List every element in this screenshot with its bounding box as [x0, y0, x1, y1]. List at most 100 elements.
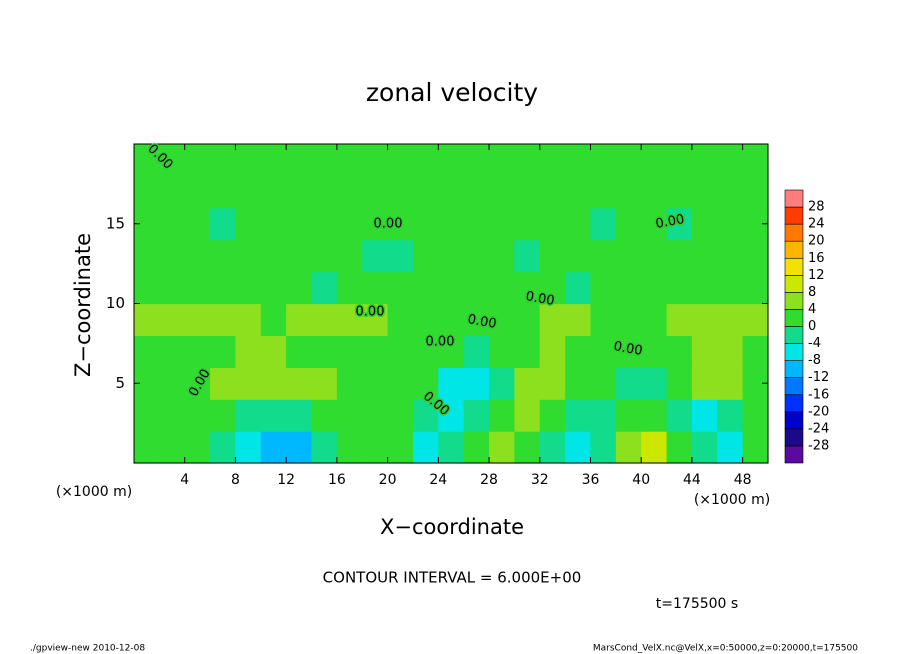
field-cell — [235, 175, 262, 209]
colorbar-label: -24 — [808, 421, 829, 436]
contour-label: 0.00 — [466, 312, 497, 332]
colorbar-label: 20 — [808, 234, 825, 249]
field-cell — [412, 144, 439, 177]
field-cell — [362, 207, 389, 241]
field-cell — [565, 239, 592, 273]
colorbar-bin — [784, 326, 804, 344]
field-cell — [362, 175, 389, 209]
x-tick-label: 28 — [480, 472, 498, 488]
field-cell — [691, 335, 718, 368]
field-cell — [159, 144, 186, 177]
field-cell — [387, 144, 414, 177]
field-cell — [412, 239, 439, 273]
field-cell — [717, 207, 744, 241]
field-cell — [489, 175, 515, 209]
field-cell — [159, 271, 186, 305]
x-tick-label: 8 — [231, 472, 240, 488]
field-cell — [260, 239, 287, 273]
field-cell — [641, 335, 668, 368]
field-cell — [438, 175, 465, 209]
field-cell — [590, 399, 617, 432]
field-cell — [691, 144, 718, 177]
field-cell — [235, 144, 262, 177]
field-cell — [286, 431, 313, 464]
colorbar-bin — [784, 240, 804, 259]
field-cell — [590, 207, 617, 241]
x-tick-label: 12 — [277, 472, 295, 488]
field-cell — [311, 399, 338, 432]
field-cell — [438, 399, 465, 432]
field-cell — [717, 335, 744, 368]
field-cell — [514, 367, 541, 400]
field-cell — [438, 303, 465, 336]
field-cell — [210, 239, 237, 273]
field-cell — [412, 303, 439, 336]
field-cell — [691, 175, 718, 209]
field-cell — [362, 431, 389, 464]
field-cell — [438, 207, 465, 241]
field-cell — [387, 271, 414, 305]
field-cell — [615, 399, 642, 432]
field-cell — [260, 271, 287, 305]
x-tick-label: 24 — [429, 472, 447, 488]
colorbar-bin — [784, 394, 804, 413]
field-cell — [184, 207, 211, 241]
field-cell — [260, 335, 287, 368]
field-cell — [590, 271, 617, 305]
field-cell — [210, 144, 237, 177]
colorbar-label: -20 — [808, 404, 829, 419]
field-cell — [666, 431, 693, 464]
field-cell — [691, 303, 718, 336]
field-cell — [311, 207, 338, 241]
colorbar-bin — [784, 275, 804, 293]
field-cell — [286, 207, 313, 241]
field-cell — [336, 399, 363, 432]
field-cell — [134, 175, 160, 209]
field-cell — [336, 239, 363, 273]
field-cell — [438, 335, 465, 368]
field-cell — [159, 239, 186, 273]
field-cell — [641, 431, 668, 464]
field-cell — [438, 144, 465, 177]
field-cell — [438, 367, 465, 400]
field-cell — [463, 399, 490, 432]
field-cell — [717, 271, 744, 305]
field-cell — [539, 144, 566, 177]
field-cell — [539, 399, 566, 432]
colorbar-bin — [784, 189, 804, 208]
field-cell — [717, 431, 744, 464]
field-cell — [438, 239, 465, 273]
field-cell — [463, 335, 490, 368]
field-cell — [590, 335, 617, 368]
field-cell — [539, 239, 566, 273]
field-cell — [286, 335, 313, 368]
colorbar-bin — [784, 428, 804, 447]
x-tick-label: 44 — [683, 472, 701, 488]
field-cell — [260, 207, 287, 241]
field-cell — [387, 367, 414, 400]
field-cell — [159, 303, 186, 336]
field-cell — [565, 175, 592, 209]
field-cell — [615, 303, 642, 336]
field-cell — [387, 175, 414, 209]
footer-left: ./gpview-new 2010-12-08 — [30, 644, 145, 654]
colorbar-bin — [784, 257, 804, 276]
field-cell — [235, 431, 262, 464]
field-cell — [311, 303, 338, 336]
field-cell — [691, 207, 718, 241]
field-cell — [134, 335, 160, 368]
field-cell — [514, 207, 541, 241]
field-cell — [514, 175, 541, 209]
field-cell — [463, 271, 490, 305]
field-cell — [311, 271, 338, 305]
field-cell — [514, 239, 541, 273]
field-cell — [159, 175, 186, 209]
field-cell — [666, 175, 693, 209]
field-cell — [235, 399, 262, 432]
field-cell — [210, 399, 237, 432]
field-cell — [666, 367, 693, 400]
colorbar-label: -28 — [808, 438, 829, 453]
colorbar-label: 28 — [808, 200, 825, 215]
field-cell — [489, 239, 515, 273]
x-tick-label: 20 — [379, 472, 397, 488]
